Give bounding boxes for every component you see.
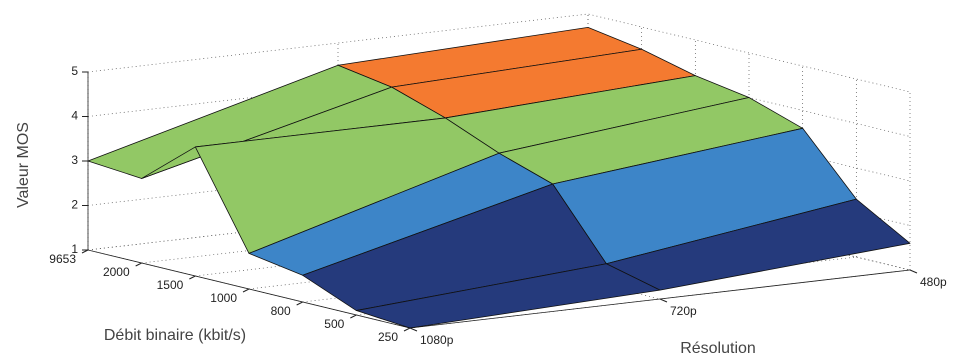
y-tick [659,298,668,303]
y-tick-label: 1080p [420,333,454,347]
grid-line [87,58,911,137]
y-axis-label: Résolution [680,340,756,357]
x-tick-label: 2000 [103,265,130,279]
x-tick [296,301,303,306]
x-tick-label: 500 [324,317,344,331]
surface-face [355,263,661,329]
y-tick-label: 480p [920,275,947,289]
z-tick-label: 1 [71,242,78,256]
x-tick-label: 1500 [157,278,184,292]
z-tick-label: 5 [71,64,78,78]
x-tick [350,314,357,319]
z-tick-label: 3 [71,153,78,167]
x-axis-label: Débit binaire (kbit/s) [104,327,246,344]
x-tick [403,327,411,332]
y-tick [409,327,418,332]
y-tick [909,269,918,274]
z-tick-label: 2 [71,198,78,212]
x-tick [242,288,250,293]
x-tick-label: 250 [378,330,398,344]
x-tick-label: 800 [271,304,291,318]
x-tick-label: 1000 [210,291,237,305]
z-tick-label: 4 [71,109,78,123]
x-tick [135,262,142,267]
z-axis-label: Valeur MOS [15,122,32,208]
x-tick-label: 9653 [49,252,76,266]
x-tick [189,275,196,280]
grid-line [87,13,911,93]
x-tick [81,249,89,254]
y-tick-label: 720p [670,304,697,318]
